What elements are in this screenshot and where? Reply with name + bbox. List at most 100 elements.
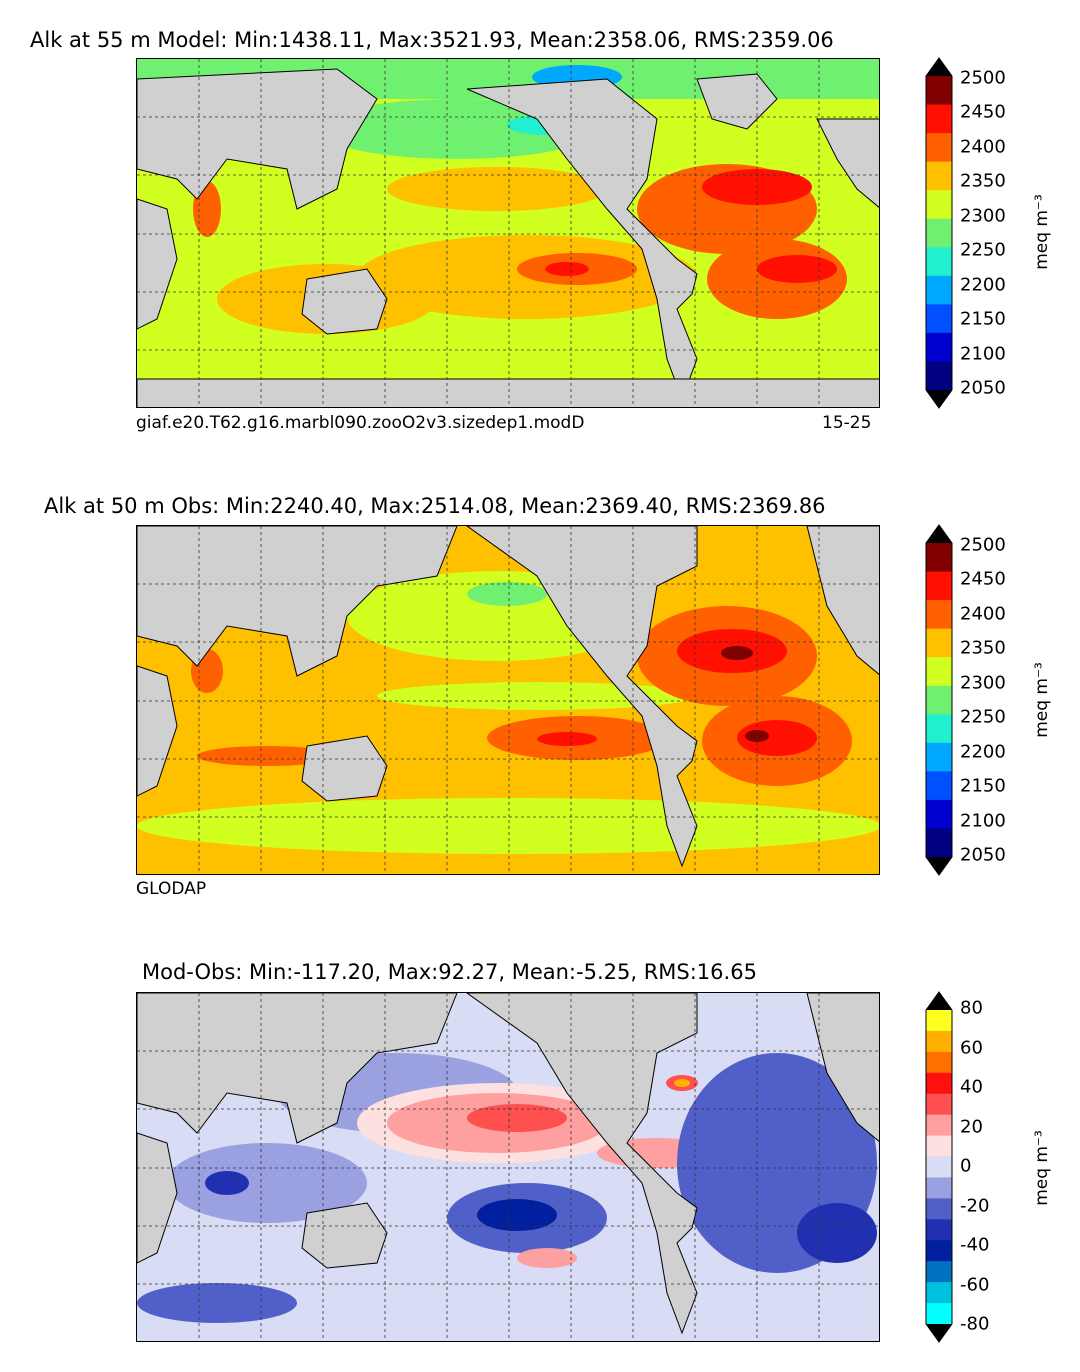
panel-model: Alk at 55 m Model: Min:1438.11, Max:3521…: [0, 0, 1080, 460]
panel-diff-colorbar: [925, 991, 953, 1343]
colorbar-frame: [925, 524, 953, 876]
north-atlantic-peak: [674, 1079, 690, 1087]
europe-east: [806, 526, 879, 675]
colorbar-swatch: [926, 1093, 952, 1116]
europe-east: [806, 993, 879, 1142]
colorbar-swatch: [926, 361, 952, 391]
colorbar-extend-max: [926, 58, 952, 76]
panel-diff-title: Mod-Obs: Min:-117.20, Max:92.27, Mean:-5…: [142, 960, 757, 984]
colorbar-tick-label: -60: [960, 1274, 990, 1295]
north-america: [466, 993, 698, 1335]
colorbar-tick-label: 2100: [960, 343, 1006, 365]
north-pacific-core: [467, 1104, 567, 1132]
north-atlantic-peak: [721, 646, 753, 660]
africa: [137, 1132, 178, 1264]
colorbar-swatch: [926, 1156, 952, 1178]
colorbar-swatch: [926, 1282, 952, 1304]
colorbar-tick-label: 2450: [960, 101, 1006, 123]
colorbar-swatch: [926, 1219, 952, 1241]
colorbar-extend-max: [926, 525, 952, 543]
colorbar-swatch: [926, 133, 952, 163]
colorbar-swatch: [926, 1177, 952, 1199]
panel-obs: Alk at 50 m Obs: Min:2240.40, Max:2514.0…: [44, 494, 1052, 899]
model-map: [136, 58, 880, 408]
colorbar-swatch: [926, 161, 952, 191]
colorbar-tick-label: 2250: [960, 239, 1006, 261]
colorbar-frame: [925, 57, 953, 409]
colorbar-swatch: [926, 771, 952, 801]
panel-model-caption-left: giaf.e20.T62.g16.marbl090.zooO2v3.sizede…: [136, 413, 585, 433]
colorbar-tick-label: 2050: [960, 844, 1006, 866]
colorbar-swatch: [926, 304, 952, 334]
model-map-graphic: [137, 59, 879, 407]
colorbar-tick-label: 2150: [960, 308, 1006, 330]
colorbar-swatch: [926, 657, 952, 687]
colorbar-tick-label: 0: [960, 1155, 972, 1177]
colorbar-tick-label: 2200: [960, 741, 1006, 763]
colorbar-swatch: [926, 1198, 952, 1220]
colorbar-swatch: [926, 275, 952, 305]
colorbar-swatch: [926, 1051, 952, 1074]
indian-core: [205, 1171, 249, 1195]
eurasia: [137, 68, 378, 210]
panel-model-caption-right: 15-25: [822, 413, 872, 433]
colorbar-swatch: [926, 1303, 952, 1325]
panel-model-title: Alk at 55 m Model: Min:1438.11, Max:3521…: [30, 28, 834, 52]
colorbar-tick-label: -20: [960, 1195, 990, 1216]
colorbar-tick-label: 40: [960, 1076, 983, 1098]
colorbar-tick-label: 2350: [960, 637, 1006, 659]
equatorial-pacific: [377, 682, 697, 710]
colorbar-swatch: [926, 247, 952, 277]
panel-model-colorbar: [925, 57, 953, 409]
colorbar-extend-min: [926, 1324, 952, 1342]
north-america: [466, 78, 698, 401]
colorbar-swatch: [926, 799, 952, 829]
colorbar-swatch: [926, 742, 952, 772]
map-gridlines: [137, 993, 879, 1341]
colorbar-extend-min: [926, 857, 952, 875]
southern-ocean-negative: [137, 1283, 297, 1323]
colorbar-extend-min: [926, 390, 952, 408]
panel-obs-caption-left: GLODAP: [136, 879, 207, 899]
colorbar-swatch: [926, 76, 952, 106]
colorbar-tick-label: 2400: [960, 603, 1006, 625]
colorbar-tick-label: 2500: [960, 534, 1006, 556]
colorbar-extend-max: [926, 992, 952, 1010]
colorbar-tick-label: -80: [960, 1313, 990, 1335]
atlantic-core: [797, 1203, 877, 1263]
south-atlantic-core: [737, 720, 817, 756]
africa: [137, 198, 178, 330]
panel-obs-colorbar: [925, 524, 953, 876]
colorbar-frame: [925, 991, 953, 1343]
colorbar-swatch: [926, 714, 952, 744]
eurasia: [137, 993, 458, 1144]
panel-diff-colorbar-unit: meq m⁻³: [1031, 1130, 1052, 1206]
colorbar-swatch: [926, 600, 952, 630]
colorbar-tick-label: 2350: [960, 170, 1006, 192]
colorbar-tick-label: -40: [960, 1234, 990, 1256]
north-pacific-green: [467, 582, 547, 606]
south-atlantic-core: [757, 255, 837, 283]
diff-map: [136, 992, 880, 1342]
colorbar-swatch: [926, 828, 952, 858]
europe-africa-east: [816, 118, 879, 208]
africa: [137, 665, 178, 797]
colorbar-tick-label: 80: [960, 997, 983, 1019]
colorbar-swatch: [926, 1010, 952, 1032]
colorbar-tick-label: 2050: [960, 377, 1006, 399]
colorbar-tick-label: 2150: [960, 775, 1006, 797]
colorbar-swatch: [926, 1135, 952, 1158]
south-pacific-positive: [517, 1248, 577, 1268]
colorbar-tick-label: 2400: [960, 136, 1006, 158]
south-pacific-core: [477, 1199, 557, 1231]
colorbar-tick-label: 2500: [960, 67, 1006, 89]
pacific-subtropical-north: [387, 167, 607, 211]
colorbar-tick-label: 2250: [960, 706, 1006, 728]
colorbar-tick-label: 2300: [960, 205, 1006, 227]
obs-map: [136, 525, 880, 875]
colorbar-swatch: [926, 332, 952, 362]
colorbar-swatch: [926, 218, 952, 248]
indian-south: [197, 746, 337, 766]
southern-ocean-band: [137, 798, 879, 854]
